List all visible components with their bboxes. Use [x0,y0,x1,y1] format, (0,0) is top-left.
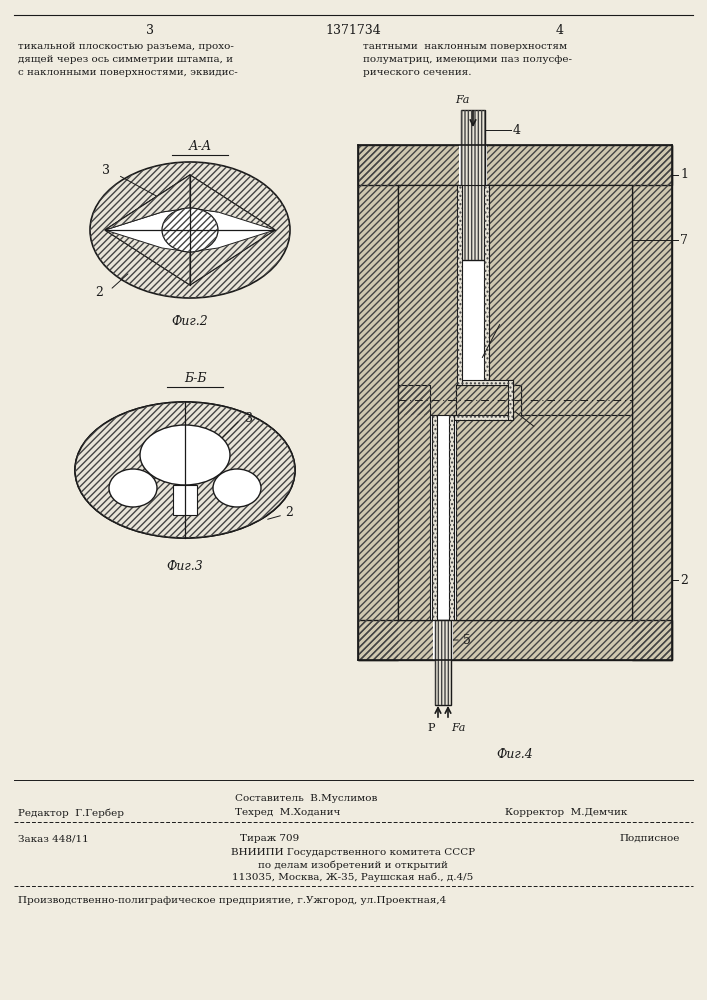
Text: 2: 2 [680,574,688,586]
Ellipse shape [75,402,295,538]
Text: Р: Р [428,723,435,733]
Polygon shape [486,185,632,415]
Text: 113035, Москва, Ж-35, Раушская наб., д.4/5: 113035, Москва, Ж-35, Раушская наб., д.4… [233,872,474,882]
Text: 3: 3 [102,163,110,176]
Polygon shape [462,380,513,385]
Text: 3: 3 [538,424,546,436]
Polygon shape [398,185,460,415]
Text: 5: 5 [463,634,471,647]
Text: Fа: Fа [451,723,465,733]
Text: Корректор  М.Демчик: Корректор М.Демчик [505,808,627,817]
Text: Фиг.4: Фиг.4 [496,748,533,761]
Polygon shape [459,145,487,185]
Text: тикальной плоскостью разъема, прохо-
дящей через ось симметрии штампа, и
с накло: тикальной плоскостью разъема, прохо- дящ… [18,42,238,77]
Text: 1: 1 [680,168,688,182]
Text: 9: 9 [503,314,511,326]
Polygon shape [449,415,454,620]
Text: Составитель  В.Муслимов: Составитель В.Муслимов [235,794,378,803]
Polygon shape [454,415,513,420]
Polygon shape [173,485,197,515]
Polygon shape [358,145,398,660]
Text: Производственно-полиграфическое предприятие, г.Ужгород, ул.Проектная,4: Производственно-полиграфическое предприя… [18,896,446,905]
Ellipse shape [90,162,290,298]
Text: Фиг.3: Фиг.3 [167,560,204,573]
Polygon shape [358,620,672,660]
Text: 7: 7 [680,233,688,246]
Polygon shape [105,175,218,230]
Polygon shape [508,380,513,420]
Text: 4: 4 [513,123,521,136]
Polygon shape [105,230,190,285]
Polygon shape [461,110,485,260]
Text: Тираж 709: Тираж 709 [240,834,300,843]
Text: по делам изобретений и открытий: по делам изобретений и открытий [258,860,448,869]
Polygon shape [632,145,672,660]
Text: Заказ 448/11: Заказ 448/11 [18,834,89,843]
Text: Fа: Fа [455,95,470,105]
Polygon shape [457,185,462,385]
Ellipse shape [140,425,230,485]
Polygon shape [456,385,632,620]
Polygon shape [190,175,275,230]
Ellipse shape [109,469,157,507]
Polygon shape [105,175,275,285]
Text: Подписное: Подписное [619,834,680,843]
Polygon shape [105,175,190,230]
Polygon shape [358,145,672,185]
Polygon shape [398,385,430,620]
Text: 1371734: 1371734 [325,24,381,37]
Polygon shape [435,620,451,705]
Text: 2: 2 [95,286,103,298]
Text: А-А: А-А [188,140,211,153]
Ellipse shape [213,469,261,507]
Text: 2: 2 [285,506,293,518]
Text: Б-Б: Б-Б [184,372,206,385]
Ellipse shape [162,208,218,252]
Polygon shape [190,230,275,285]
Polygon shape [398,185,632,620]
Text: ВНИИПИ Государственного комитета СССР: ВНИИПИ Государственного комитета СССР [231,848,475,857]
Text: Техред  М.Ходанич: Техред М.Ходанич [235,808,340,817]
Ellipse shape [75,402,295,538]
Polygon shape [433,620,453,660]
Text: тантными  наклонным поверхностям
полуматриц, имеющими паз полусфе-
рического сеч: тантными наклонным поверхностям полуматр… [363,42,572,77]
Text: 3: 3 [146,24,154,37]
Text: 3: 3 [245,412,253,424]
Text: Фиг.2: Фиг.2 [172,315,209,328]
Text: 4: 4 [556,24,564,37]
Polygon shape [484,185,489,385]
Polygon shape [432,415,437,620]
Text: Редактор  Г.Гербер: Редактор Г.Гербер [18,808,124,818]
